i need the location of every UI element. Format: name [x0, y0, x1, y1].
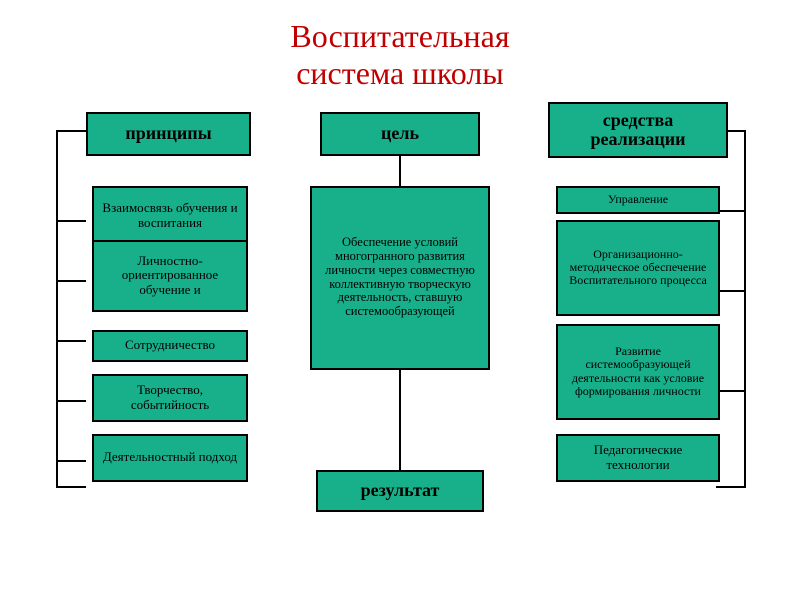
result-box: результат [316, 470, 484, 512]
principle-4-label: Творчество, событийность [98, 383, 242, 412]
means-1-label: Управление [608, 193, 668, 206]
principle-5-label: Деятельностный подход [103, 450, 237, 464]
principle-2-label: Личностно-ориентированное обучение и [98, 254, 242, 297]
principle-3: Сотрудничество [92, 330, 248, 362]
bracket-tick [716, 390, 746, 392]
header-goal: цель [320, 112, 480, 156]
principle-1: Взаимосвязь обучения и воспитания [92, 186, 248, 246]
principle-1-label: Взаимосвязь обучения и воспитания [98, 201, 242, 230]
means-4: Педагогические технологии [556, 434, 720, 482]
bracket-tick [56, 220, 86, 222]
bracket-tick [716, 486, 746, 488]
bracket-tick [56, 280, 86, 282]
page-title: Воспитательная система школы [0, 0, 800, 92]
header-principles: принципы [86, 112, 251, 156]
principle-4: Творчество, событийность [92, 374, 248, 422]
diagram-container: принципы цель средства реализации Взаимо… [0, 102, 800, 582]
connector-result [399, 370, 401, 470]
header-means: средства реализации [548, 102, 728, 158]
means-1: Управление [556, 186, 720, 214]
means-4-label: Педагогические технологии [562, 443, 714, 472]
means-3-label: Развитие системообразующей деятельности … [562, 345, 714, 398]
bracket-principles [56, 130, 58, 486]
bracket-means [744, 130, 746, 486]
principle-5: Деятельностный подход [92, 434, 248, 482]
bracket-tick [716, 210, 746, 212]
bracket-tick [56, 486, 86, 488]
means-3: Развитие системообразующей деятельности … [556, 324, 720, 420]
result-label: результат [361, 481, 440, 501]
goal-text-box: Обеспечение условий многогранного развит… [310, 186, 490, 370]
goal-text-label: Обеспечение условий многогранного развит… [318, 236, 482, 319]
header-means-label: средства реализации [554, 111, 722, 149]
principle-2: Личностно-ориентированное обучение и [92, 240, 248, 312]
means-2: Организационно-методическое обеспечение … [556, 220, 720, 316]
header-principles-label: принципы [125, 124, 211, 144]
bracket-tick [56, 340, 86, 342]
bracket-tick [56, 130, 86, 132]
header-goal-label: цель [381, 124, 419, 144]
bracket-tick [56, 400, 86, 402]
bracket-tick [56, 460, 86, 462]
principle-3-label: Сотрудничество [125, 338, 215, 352]
title-line-1: Воспитательная [290, 18, 509, 54]
bracket-tick [716, 290, 746, 292]
title-line-2: система школы [296, 55, 504, 91]
connector-goal-down [399, 156, 401, 186]
means-2-label: Организационно-методическое обеспечение … [562, 248, 714, 288]
